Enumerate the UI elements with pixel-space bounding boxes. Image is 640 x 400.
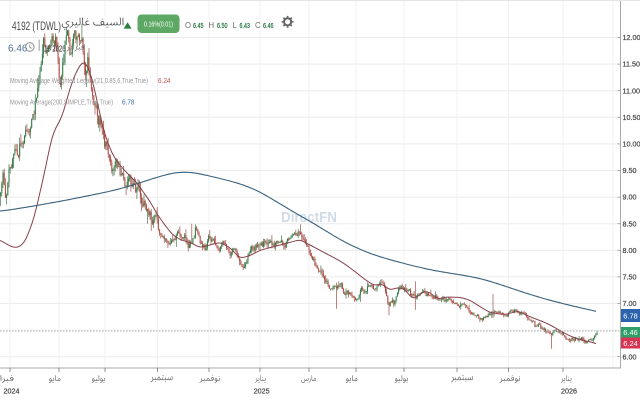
svg-text:2026: 2026	[561, 387, 577, 396]
svg-text:6.78: 6.78	[623, 311, 637, 320]
svg-text:11.00: 11.00	[623, 86, 640, 95]
svg-text:6.45: 6.45	[193, 21, 204, 30]
svg-text:10.50: 10.50	[623, 113, 640, 122]
svg-text:6.78: 6.78	[122, 98, 135, 107]
svg-text:6.50: 6.50	[217, 21, 228, 30]
svg-text:6.00: 6.00	[623, 352, 637, 361]
svg-text:6.24: 6.24	[623, 339, 637, 348]
svg-text:7.00: 7.00	[623, 299, 637, 308]
svg-text:10.00: 10.00	[623, 140, 640, 149]
svg-text:8.00: 8.00	[623, 246, 637, 255]
svg-text:6.46: 6.46	[8, 44, 28, 55]
svg-text:C: C	[255, 21, 261, 30]
svg-text:L: L	[233, 21, 238, 30]
svg-text:9.00: 9.00	[623, 193, 637, 202]
svg-text:12.00: 12.00	[623, 33, 640, 42]
svg-text:6.24: 6.24	[158, 76, 171, 85]
svg-text:6.46: 6.46	[263, 21, 274, 30]
svg-text:O: O	[185, 21, 191, 30]
svg-text:4192 (TDWL): 4192 (TDWL)	[12, 19, 61, 33]
svg-text:8.50: 8.50	[623, 219, 637, 228]
svg-text:11.50: 11.50	[623, 60, 640, 69]
svg-text:9.50: 9.50	[623, 166, 637, 175]
svg-text:15 2026: 15 2026	[44, 45, 66, 54]
svg-text:6.43: 6.43	[240, 21, 251, 30]
svg-text:Moving Average(200,SIMPLE,True: Moving Average(200,SIMPLE,True,True)	[10, 98, 113, 107]
svg-text:2025: 2025	[254, 387, 270, 396]
svg-text:H: H	[209, 21, 215, 30]
svg-text:2024: 2024	[4, 387, 20, 396]
svg-text:Moving Average Weighted Legacy: Moving Average Weighted Legacy(21,0.85,6…	[10, 76, 148, 85]
svg-text:0.16%(0.01): 0.16%(0.01)	[144, 19, 173, 28]
svg-text:6.46: 6.46	[623, 328, 637, 337]
svg-text:DirectFN: DirectFN	[281, 210, 337, 226]
svg-text:7.50: 7.50	[623, 273, 637, 282]
